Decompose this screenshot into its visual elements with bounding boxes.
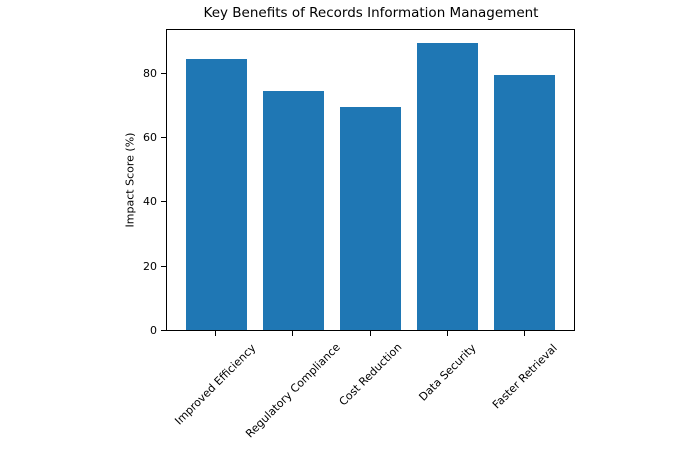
y-tick-mark <box>161 266 166 267</box>
bar-improved-efficiency <box>185 58 248 330</box>
x-tick-mark <box>370 331 371 336</box>
y-tick-label: 20 <box>143 259 157 273</box>
y-tick-mark <box>161 201 166 202</box>
x-tick-label: Improved Efficiency <box>172 341 259 428</box>
x-tick-label: Faster Retrieval <box>490 341 561 411</box>
y-tick-mark <box>161 330 166 331</box>
plot-area <box>166 29 575 331</box>
x-tick-mark <box>447 331 448 336</box>
chart-title: Key Benefits of Records Information Mana… <box>203 5 539 21</box>
x-tick-label: Regulatory Compliance <box>243 340 343 441</box>
y-tick-label: 0 <box>150 324 157 337</box>
bar-cost-reduction <box>339 106 402 330</box>
x-tick-mark <box>524 331 525 336</box>
bar-regulatory-compliance <box>262 90 325 330</box>
y-tick-label: 40 <box>143 195 157 209</box>
x-tick-mark <box>292 331 293 336</box>
bar-faster-retrieval <box>493 74 556 330</box>
x-tick-label: Cost Reduction <box>336 341 405 409</box>
bar-data-security <box>416 42 479 330</box>
y-tick-mark <box>161 137 166 138</box>
x-tick-label: Data Security <box>416 341 480 404</box>
y-axis-label: Impact Score (%) <box>123 132 137 228</box>
x-tick-mark <box>215 331 216 336</box>
y-tick-label: 80 <box>143 66 157 80</box>
y-tick-mark <box>161 73 166 74</box>
y-tick-label: 60 <box>143 131 157 145</box>
